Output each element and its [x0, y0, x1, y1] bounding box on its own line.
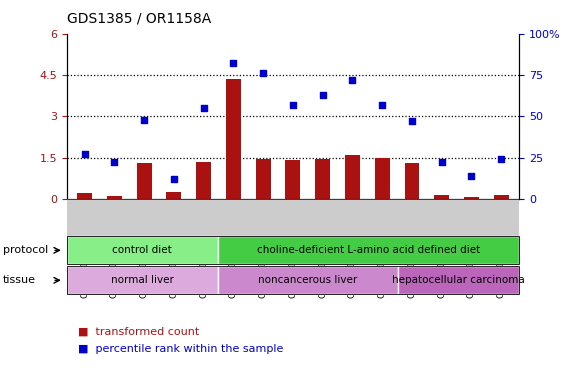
Point [229, 60, 238, 66]
Point [288, 102, 298, 108]
Text: protocol: protocol [3, 245, 48, 255]
Point [437, 159, 447, 165]
Point [110, 159, 119, 165]
Bar [107, 196, 122, 199]
Text: normal liver: normal liver [111, 275, 173, 285]
Point [169, 176, 179, 182]
Text: control diet: control diet [112, 245, 172, 255]
Bar [226, 79, 241, 199]
Bar [345, 155, 360, 199]
Bar [196, 162, 211, 199]
Point [407, 118, 416, 124]
Text: noncancerous liver: noncancerous liver [258, 275, 358, 285]
Point [80, 151, 89, 157]
Bar [375, 158, 390, 199]
Text: hepatocellular carcinoma: hepatocellular carcinoma [393, 275, 525, 285]
Bar [464, 196, 479, 199]
Point [348, 77, 357, 83]
Bar [434, 195, 449, 199]
Bar [166, 192, 182, 199]
Point [259, 70, 268, 76]
Bar [77, 193, 92, 199]
Point [199, 105, 208, 111]
Text: ■  percentile rank within the sample: ■ percentile rank within the sample [78, 344, 284, 354]
Text: choline-deficient L-amino acid defined diet: choline-deficient L-amino acid defined d… [257, 245, 480, 255]
Point [318, 92, 327, 98]
Bar [315, 159, 330, 199]
Bar [494, 195, 509, 199]
Point [496, 156, 506, 162]
Bar [404, 163, 419, 199]
Bar [137, 163, 151, 199]
Point [139, 117, 148, 123]
Text: GDS1385 / OR1158A: GDS1385 / OR1158A [67, 11, 211, 25]
Bar [256, 159, 271, 199]
Point [467, 172, 476, 178]
Point [378, 102, 387, 108]
Text: ■  transformed count: ■ transformed count [78, 327, 200, 337]
Bar [285, 160, 300, 199]
Text: tissue: tissue [3, 275, 36, 285]
